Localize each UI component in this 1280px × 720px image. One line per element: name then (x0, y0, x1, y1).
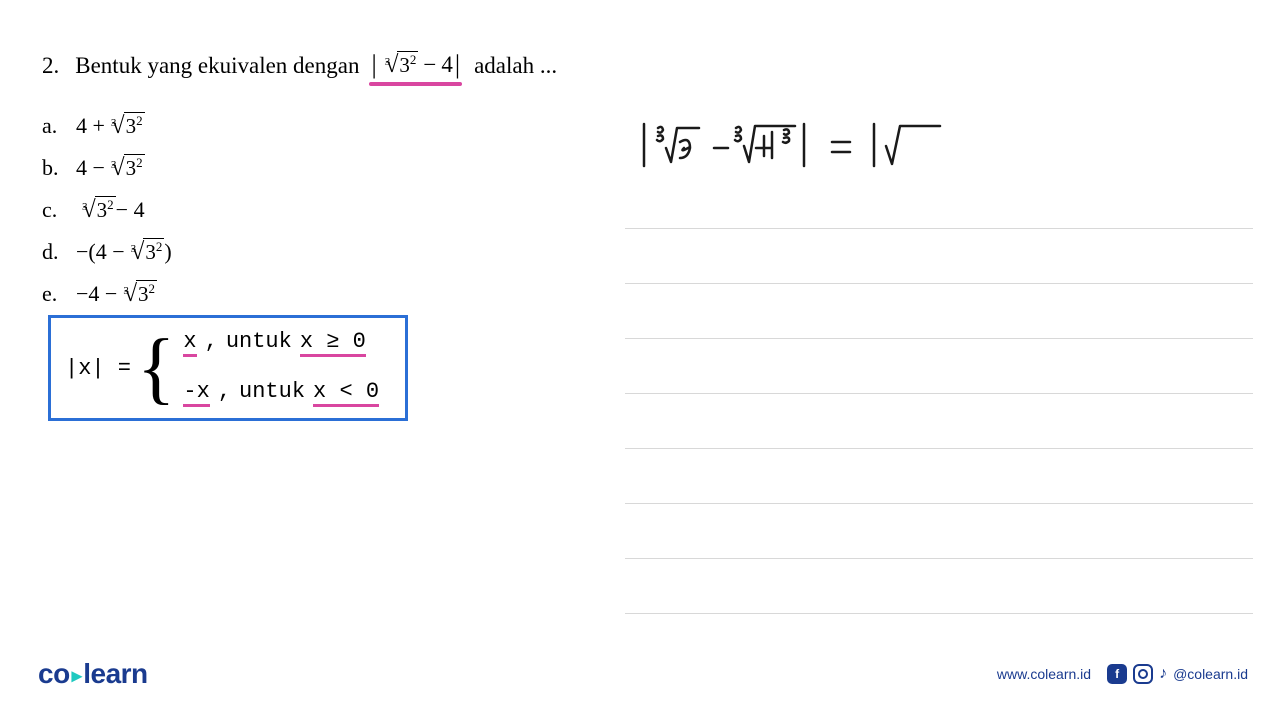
case-2: -x , untuk x < 0 (183, 379, 379, 407)
ruled-lines (625, 174, 1253, 614)
footer-right: www.colearn.id f ♪ @colearn.id (997, 664, 1248, 684)
abs-definition-lhs: |x| = (65, 356, 131, 381)
option-d: d. −(4 − 3√32 ) (42, 236, 172, 268)
pink-underline (369, 82, 462, 86)
minus-sign: − (418, 52, 441, 78)
option-b: b. 4 − 3√32 (42, 152, 172, 184)
question-row: 2. Bentuk yang ekuivalen dengan | 3 √ 32… (42, 50, 557, 80)
social-icons: f ♪ @colearn.id (1107, 664, 1248, 684)
brace-icon: { (137, 328, 175, 408)
answer-options: a. 4 + 3√32 b. 4 − 3√32 c. 3√32 − 4 d. −… (42, 110, 172, 320)
question-expression: | 3 √ 32 − 4 | (369, 50, 462, 80)
footer-url: www.colearn.id (997, 666, 1091, 682)
facebook-icon: f (1107, 664, 1127, 684)
option-c: c. 3√32 − 4 (42, 194, 172, 226)
brand-logo: co▸learn (38, 658, 148, 690)
instagram-icon (1133, 664, 1153, 684)
option-e: e. −4 − 3√32 (42, 278, 172, 310)
option-a: a. 4 + 3√32 (42, 110, 172, 142)
question-text-after: adalah ... (474, 53, 557, 79)
handwriting (636, 118, 996, 178)
dot-icon: ▸ (70, 665, 84, 687)
question-number: 2. (42, 53, 59, 79)
abs-close: | (453, 50, 462, 80)
four: 4 (441, 52, 453, 78)
tiktok-icon: ♪ (1159, 665, 1167, 683)
abs-open: | (369, 50, 378, 80)
cases: x , untuk x ≥ 0 -x , untuk x < 0 (183, 329, 379, 407)
case-1: x , untuk x ≥ 0 (183, 329, 379, 357)
social-handle: @colearn.id (1173, 666, 1248, 682)
cube-root: 3 √ 32 (379, 52, 419, 79)
question-text-before: Bentuk yang ekuivalen dengan (75, 53, 359, 79)
footer: co▸learn www.colearn.id f ♪ @colearn.id (38, 658, 1248, 690)
definition-box: |x| = { x , untuk x ≥ 0 -x , untuk x < 0 (48, 315, 408, 421)
